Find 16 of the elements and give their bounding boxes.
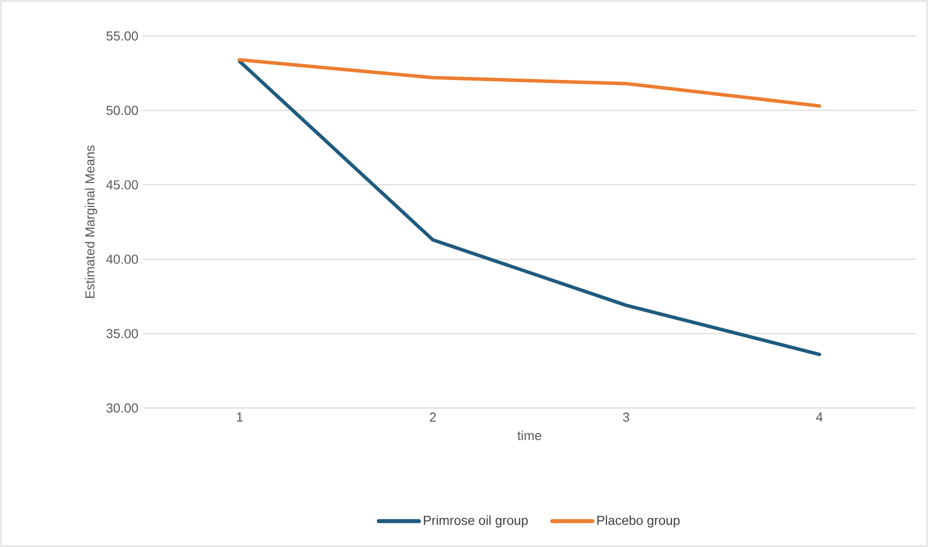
line-series — [238, 58, 822, 108]
y-tick-label: 35.00 — [106, 328, 138, 338]
legend-label: Primrose oil group — [424, 515, 528, 528]
x-tick-label: 1 — [236, 412, 243, 422]
x-tick-label: 3 — [623, 412, 630, 422]
y-axis-title: Estimated Marginal Means — [84, 146, 98, 298]
y-tick-label: 45.00 — [106, 180, 138, 190]
y-tick-label: 40.00 — [106, 254, 138, 264]
x-axis-title: time — [517, 430, 542, 440]
x-tick-label: 2 — [430, 412, 436, 422]
y-tick-label: 30.00 — [106, 403, 138, 413]
y-tick-label: 55.00 — [106, 31, 138, 41]
x-tick-label: 4 — [816, 412, 823, 422]
line-series — [238, 60, 822, 356]
y-tick-label: 50.00 — [106, 106, 138, 115]
legend-label: Placebo group — [597, 515, 680, 528]
